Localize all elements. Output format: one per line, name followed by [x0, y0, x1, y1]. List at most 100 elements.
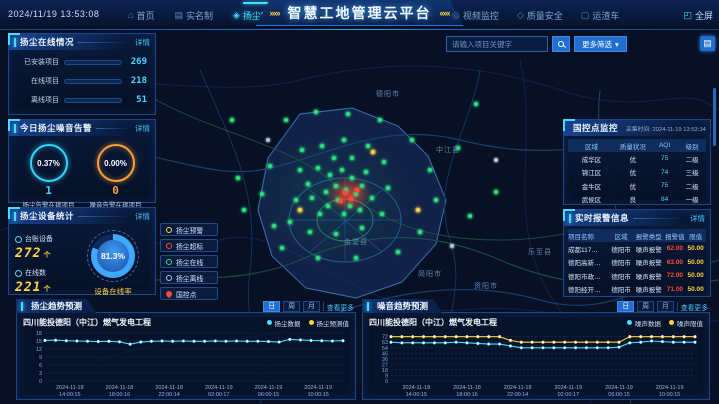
- map-site-marker[interactable]: [308, 230, 312, 234]
- map-site-marker[interactable]: [360, 184, 364, 188]
- legend-item-national-station[interactable]: 国控点: [160, 287, 218, 300]
- map-site-marker[interactable]: [434, 198, 438, 202]
- map-site-marker[interactable]: [316, 166, 320, 170]
- map-site-marker[interactable]: [310, 196, 314, 200]
- map-site-marker[interactable]: [382, 160, 386, 164]
- map-site-marker[interactable]: [428, 168, 432, 172]
- map-site-marker[interactable]: [343, 191, 347, 195]
- table-row[interactable]: 德阳经开… 德阳市 噪声报警 71.00 50.00: [568, 283, 706, 297]
- map-site-marker[interactable]: [344, 188, 348, 192]
- map-site-marker[interactable]: [494, 190, 498, 194]
- map-site-marker[interactable]: [348, 204, 352, 208]
- legend-dust-data[interactable]: 扬尘数据: [266, 318, 301, 328]
- map-site-marker[interactable]: [342, 138, 346, 142]
- map-site-marker[interactable]: [358, 208, 362, 212]
- map-site-marker[interactable]: [355, 188, 359, 192]
- map-site-marker[interactable]: [474, 102, 478, 106]
- map-site-marker[interactable]: [300, 148, 304, 152]
- nav-item-video[interactable]: ◎ 视频监控: [452, 0, 499, 30]
- map-site-marker[interactable]: [334, 232, 338, 236]
- map-site-marker[interactable]: [350, 176, 354, 180]
- map-site-marker[interactable]: [371, 150, 375, 154]
- map-site-marker[interactable]: [366, 144, 370, 148]
- map-site-marker[interactable]: [468, 214, 472, 218]
- detail-link[interactable]: 详情: [135, 211, 150, 221]
- range-tab-week[interactable]: 周: [283, 301, 301, 312]
- range-tab-month[interactable]: 月: [657, 301, 674, 312]
- map-site-marker[interactable]: [266, 138, 270, 142]
- map-site-marker[interactable]: [242, 208, 246, 212]
- map-site-marker[interactable]: [332, 156, 336, 160]
- map-site-marker[interactable]: [349, 197, 353, 201]
- map-site-marker[interactable]: [456, 146, 460, 150]
- map-site-marker[interactable]: [328, 173, 332, 177]
- more-filters-dropdown[interactable]: 更多筛选 ▾: [574, 36, 627, 52]
- nav-item-quality-safety[interactable]: ◇ 质量安全: [517, 0, 563, 30]
- map-site-marker[interactable]: [450, 244, 454, 248]
- map-site-marker[interactable]: [306, 182, 310, 186]
- nav-item-realname[interactable]: ▤ 实名制: [174, 0, 213, 30]
- legend-item-dust-online[interactable]: 扬尘在线: [160, 255, 218, 268]
- map-site-marker[interactable]: [230, 118, 234, 122]
- range-tab-month[interactable]: 月: [303, 301, 320, 312]
- table-row[interactable]: 德阳高新… 德阳市 噪声报警 63.00 50.00: [568, 256, 706, 270]
- detail-link[interactable]: 详情: [135, 37, 150, 47]
- nav-item-home[interactable]: ⌂ 首页: [128, 0, 154, 30]
- map-site-marker[interactable]: [346, 112, 350, 116]
- map-site-marker[interactable]: [418, 230, 422, 234]
- range-tab-week[interactable]: 周: [637, 301, 655, 312]
- legend-dust-forecast[interactable]: 扬尘预测值: [308, 318, 349, 328]
- map-scrollbar[interactable]: [713, 88, 716, 146]
- map-site-marker[interactable]: [336, 198, 340, 202]
- table-row[interactable]: 成华区 优 75 二级: [568, 152, 706, 166]
- legend-noise-limit[interactable]: 噪声限值: [669, 318, 703, 328]
- view-more-link[interactable]: 查看更多: [680, 304, 708, 312]
- map-site-marker[interactable]: [386, 186, 390, 190]
- map-site-marker[interactable]: [284, 118, 288, 122]
- map-site-marker[interactable]: [380, 212, 384, 216]
- map-site-marker[interactable]: [314, 110, 318, 114]
- map-site-marker[interactable]: [396, 250, 400, 254]
- detail-link[interactable]: 详情: [135, 123, 150, 133]
- map-site-marker[interactable]: [236, 176, 240, 180]
- map-site-marker[interactable]: [268, 164, 272, 168]
- table-row[interactable]: 锦江区 优 74 三级: [568, 166, 706, 180]
- map-site-marker[interactable]: [360, 226, 364, 230]
- map-site-marker[interactable]: [494, 158, 498, 162]
- map-site-marker[interactable]: [370, 196, 374, 200]
- nav-item-slag-truck[interactable]: ▢ 运渣车: [581, 0, 620, 30]
- view-more-link[interactable]: 查看更多: [326, 304, 354, 312]
- search-input[interactable]: [446, 36, 548, 52]
- range-tab-day[interactable]: 日: [617, 301, 635, 312]
- map-site-marker[interactable]: [316, 256, 320, 260]
- map-site-marker[interactable]: [340, 168, 344, 172]
- nav-item-dust-noise[interactable]: ◈ 扬尘噪音: [233, 0, 279, 30]
- map-site-marker[interactable]: [334, 184, 338, 188]
- table-row[interactable]: 德阳市政… 德阳市 噪声报警 72.00 50.00: [568, 269, 706, 283]
- map-site-marker[interactable]: [326, 204, 330, 208]
- map-site-marker[interactable]: [354, 256, 358, 260]
- map-site-marker[interactable]: [318, 212, 322, 216]
- map-layers-button[interactable]: ▤: [700, 36, 715, 51]
- table-row[interactable]: 金牛区 优 75 二级: [568, 179, 706, 193]
- legend-item-dust-warning[interactable]: 扬尘预警: [160, 223, 218, 236]
- range-tab-day[interactable]: 日: [263, 301, 281, 312]
- legend-noise-data[interactable]: 噪声数据: [627, 318, 661, 328]
- map-site-marker[interactable]: [260, 192, 264, 196]
- map-site-marker[interactable]: [339, 199, 343, 203]
- map-site-marker[interactable]: [364, 170, 368, 174]
- map-site-marker[interactable]: [410, 138, 414, 142]
- map-site-marker[interactable]: [288, 220, 292, 224]
- table-row[interactable]: 成都117… 德阳市 噪声报警 62.00 50.00: [568, 242, 706, 256]
- detail-link[interactable]: 详情: [690, 213, 705, 223]
- map-site-marker[interactable]: [416, 208, 420, 212]
- map-site-marker[interactable]: [272, 224, 276, 228]
- map-site-marker[interactable]: [350, 156, 354, 160]
- fullscreen-button[interactable]: ◰ 全屏: [683, 0, 713, 30]
- map-site-marker[interactable]: [354, 192, 358, 196]
- map-site-marker[interactable]: [298, 208, 302, 212]
- map-site-marker[interactable]: [324, 190, 328, 194]
- map-site-marker[interactable]: [378, 118, 382, 122]
- map-site-marker[interactable]: [342, 212, 346, 216]
- map-site-marker[interactable]: [280, 246, 284, 250]
